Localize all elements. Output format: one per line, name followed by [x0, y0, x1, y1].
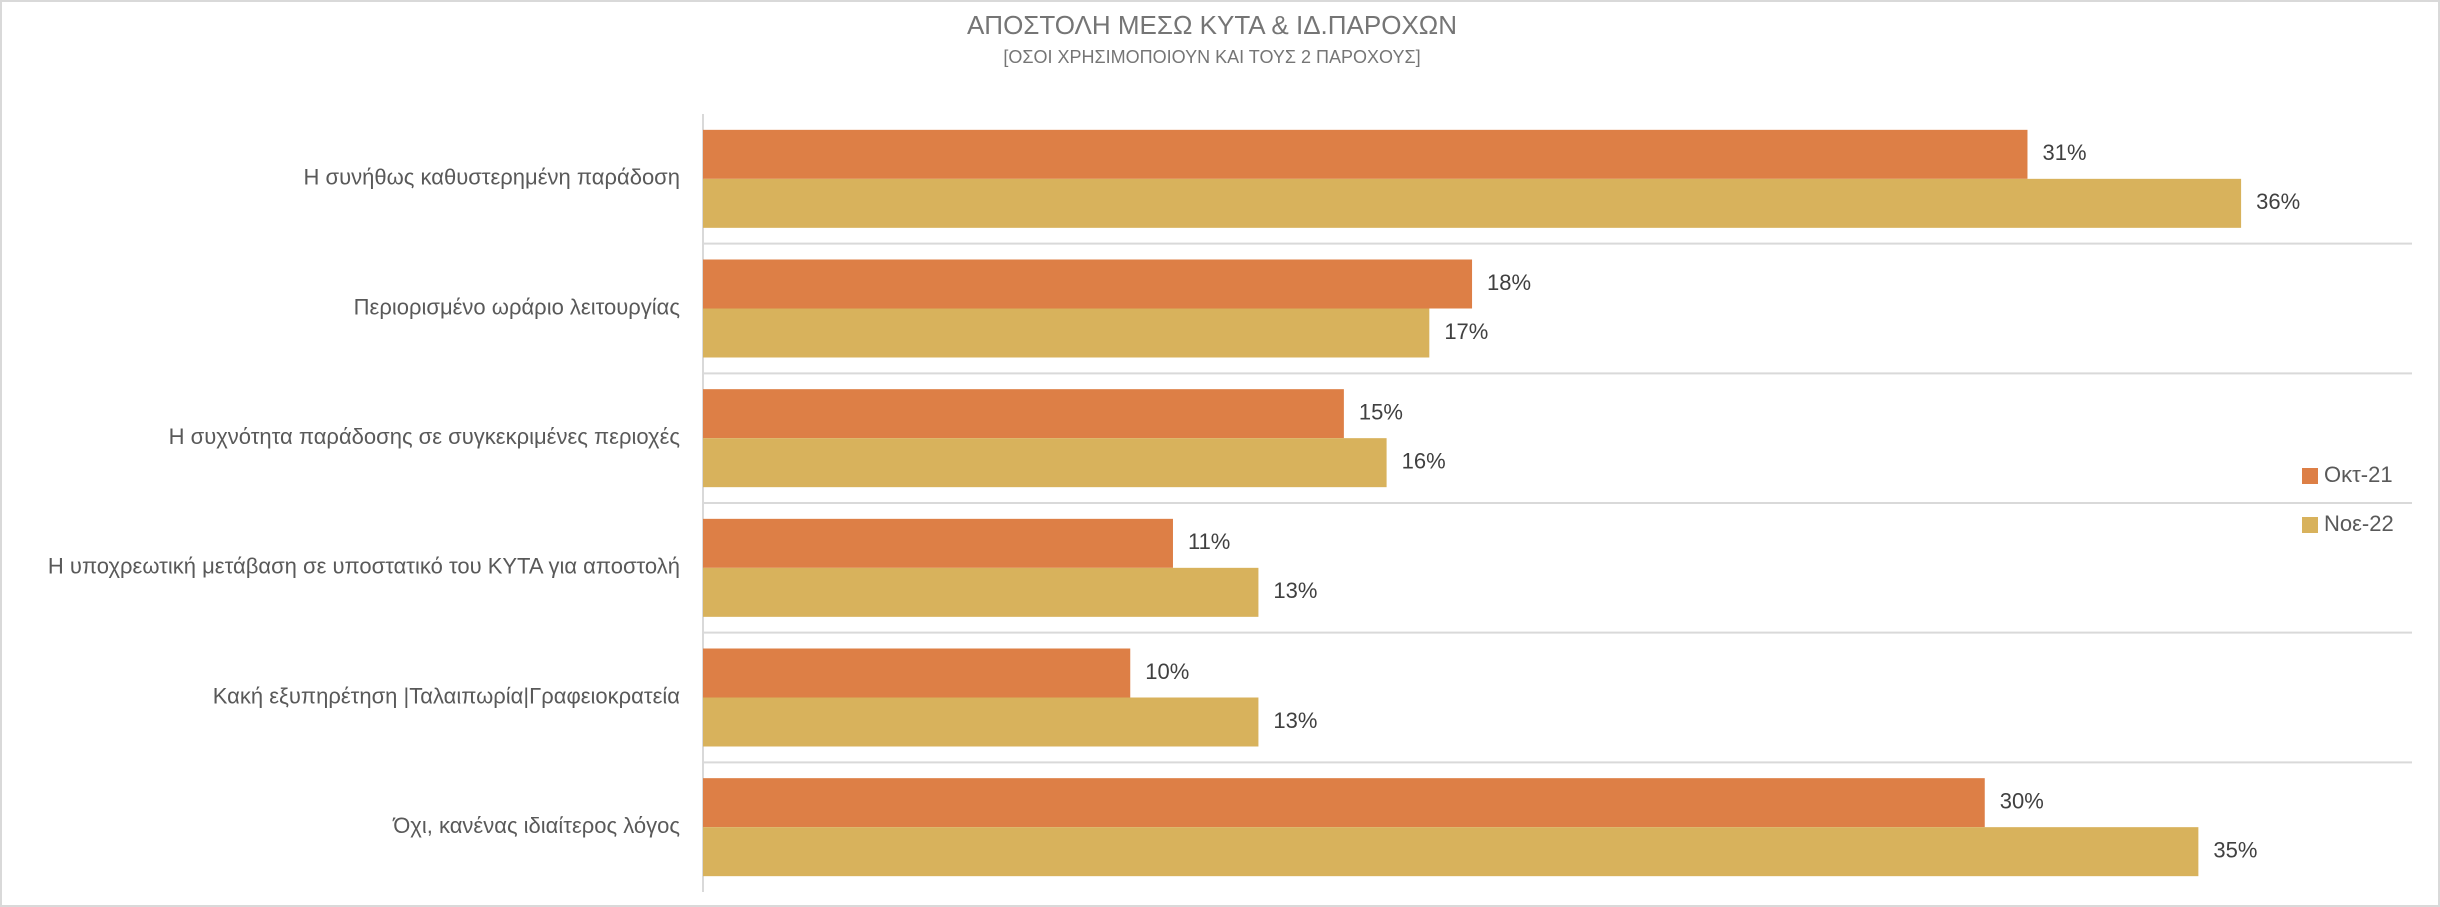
value-label: 15%: [1359, 399, 1403, 424]
value-label: 16%: [1402, 448, 1446, 473]
bar: [703, 518, 1173, 568]
y-tick-label: Η υποχρεωτική μετάβαση σε υποστατικό του…: [48, 554, 680, 579]
bar: [703, 438, 1387, 488]
bar: [703, 778, 1985, 828]
value-label: 30%: [2000, 788, 2044, 813]
bar: [703, 697, 1259, 747]
bar: [703, 389, 1344, 439]
y-tick-label: Η συνήθως καθυστερημένη παράδοση: [304, 165, 680, 190]
y-tick-label: Κακή εξυπηρέτηση |Ταλαιπωρία|Γραφειοκρατ…: [213, 683, 681, 708]
y-tick-label: Όχι, κανένας ιδιαίτερος λόγος: [392, 813, 680, 838]
legend-swatch: [2302, 468, 2318, 484]
bar: [703, 308, 1430, 358]
value-label: 10%: [1145, 659, 1189, 684]
value-label: 31%: [2042, 140, 2086, 165]
value-label: 18%: [1487, 270, 1531, 295]
bar: [703, 259, 1473, 309]
bar: [703, 567, 1259, 617]
bar: [703, 129, 2028, 179]
bar: [703, 648, 1131, 698]
bar: [703, 827, 2199, 877]
bar: [703, 178, 2242, 228]
value-label: 13%: [1273, 708, 1317, 733]
chart-title: ΑΠΟΣΤΟΛΗ ΜΕΣΩ ΚΥΤΑ & ΙΔ.ΠΑΡΟΧΩΝ: [967, 10, 1457, 40]
value-label: 11%: [1188, 529, 1230, 554]
y-tick-label: Περιορισμένο ωράριο λειτουργίας: [354, 294, 680, 319]
legend-swatch: [2302, 517, 2318, 533]
value-label: 36%: [2256, 189, 2300, 214]
value-label: 17%: [1444, 319, 1488, 344]
chart-subtitle: [ΟΣΟΙ ΧΡΗΣΙΜΟΠΟΙΟΥΝ ΚΑΙ ΤΟΥΣ 2 ΠΑΡΟΧΟΥΣ]: [1003, 47, 1420, 67]
legend-label: Οκτ-21: [2324, 462, 2393, 487]
value-label: 13%: [1273, 578, 1317, 603]
y-tick-label: Η συχνότητα παράδοσης σε συγκεκριμένες π…: [169, 424, 680, 449]
legend-label: Νοε-22: [2324, 511, 2394, 536]
value-label: 35%: [2213, 837, 2257, 862]
